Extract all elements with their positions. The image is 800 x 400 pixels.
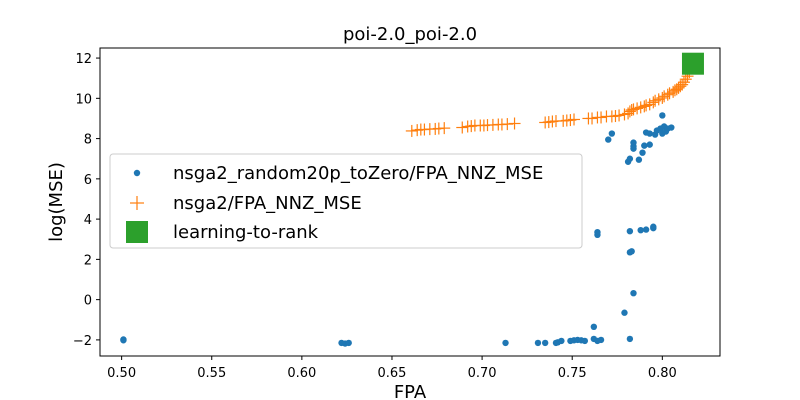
series-plus-point (508, 117, 521, 130)
series-dot-point (605, 136, 612, 143)
series-dot-point (626, 227, 634, 235)
series-plus-point (656, 91, 669, 104)
legend: nsga2_random20p_toZero/FPA_NNZ_MSE nsga2/… (109, 153, 583, 249)
y-tick-label: 6 (84, 173, 92, 188)
series-dot-point (597, 336, 605, 344)
series-2 (681, 52, 704, 75)
series-dot-point (637, 226, 644, 234)
series-plus-point (586, 112, 599, 125)
series-0 (120, 112, 675, 347)
x-tick-label: 0.80 (648, 366, 677, 381)
series-dot-point (621, 309, 628, 316)
series-dot-point (628, 248, 635, 255)
series-dot-point (639, 149, 646, 156)
series-plus-point (661, 88, 674, 101)
series-plus-point (456, 121, 469, 134)
axes-frame (99, 47, 721, 357)
series-dot-point (626, 155, 634, 162)
legend-label: nsga2/FPA_NNZ_MSE (173, 193, 362, 214)
series-dot-point (345, 339, 352, 347)
x-tick-label: 0.65 (378, 366, 407, 381)
series-dot-point (630, 289, 637, 297)
series-dot-point (590, 323, 598, 331)
series-plus-point (677, 76, 690, 89)
y-tick-label: 8 (84, 133, 92, 148)
series-plus-point (438, 122, 451, 135)
series-dot-point (641, 142, 648, 149)
series-plus-point (638, 100, 651, 113)
series-dot-point (659, 112, 666, 119)
series-dot-point (646, 141, 653, 148)
y-tick-label: 10 (75, 92, 92, 107)
series-dot-point (581, 337, 589, 345)
series-dot-point (120, 337, 127, 344)
legend-label: learning-to-rank (173, 222, 319, 243)
y-axis-label: log(MSE) (46, 162, 67, 242)
y-tick-label: 12 (75, 52, 92, 67)
y-tick-label: 2 (84, 253, 92, 268)
legend-marker (130, 196, 144, 210)
series-plus-point (647, 96, 660, 109)
legend-marker (133, 169, 141, 177)
series-dot-point (558, 337, 565, 345)
series-plus-point (613, 109, 626, 122)
legend-marker (126, 221, 148, 243)
y-tick-label: −2 (73, 334, 92, 349)
x-tick-label: 0.50 (107, 366, 136, 381)
series-dot-point (635, 156, 643, 163)
series-dot-point (642, 226, 650, 233)
series-1 (405, 66, 696, 137)
series-plus-point (625, 104, 638, 117)
y-tick-label: 4 (84, 213, 92, 228)
x-tick-label: 0.75 (558, 366, 587, 381)
y-tick-label: 0 (84, 294, 92, 309)
series-square-point (681, 52, 704, 75)
series-dot-point (668, 124, 675, 131)
x-axis-label: FPA (394, 382, 427, 400)
plot-area (99, 47, 721, 357)
series-dot-point (650, 223, 657, 230)
y-axis: −2 0 2 4 6 8 10 12 (73, 52, 100, 349)
series-dot-point (608, 130, 616, 137)
series-plus-point (679, 73, 692, 86)
series-plus-point (405, 124, 418, 137)
legend-label: nsga2_random20p_toZero/FPA_NNZ_MSE (173, 163, 543, 184)
series-dot-point (534, 339, 542, 347)
x-axis: 0.50 0.55 0.60 0.65 0.70 0.75 0.80 (107, 356, 677, 381)
x-tick-label: 0.55 (197, 366, 226, 381)
x-tick-label: 0.70 (468, 366, 497, 381)
series-dot-point (541, 339, 549, 347)
series-dot-point (630, 139, 637, 146)
series-plus-point (501, 118, 514, 131)
series-plus-point (595, 111, 608, 124)
series-dot-point (502, 339, 509, 347)
chart-title: poi-2.0_poi-2.0 (343, 24, 477, 45)
series-dot-point (646, 130, 653, 137)
series-dot-point (594, 228, 601, 236)
series-dot-point (626, 335, 634, 343)
legend-box (109, 153, 583, 249)
series-layer (120, 52, 704, 347)
x-tick-label: 0.60 (287, 366, 316, 381)
series-plus-point (568, 113, 581, 126)
